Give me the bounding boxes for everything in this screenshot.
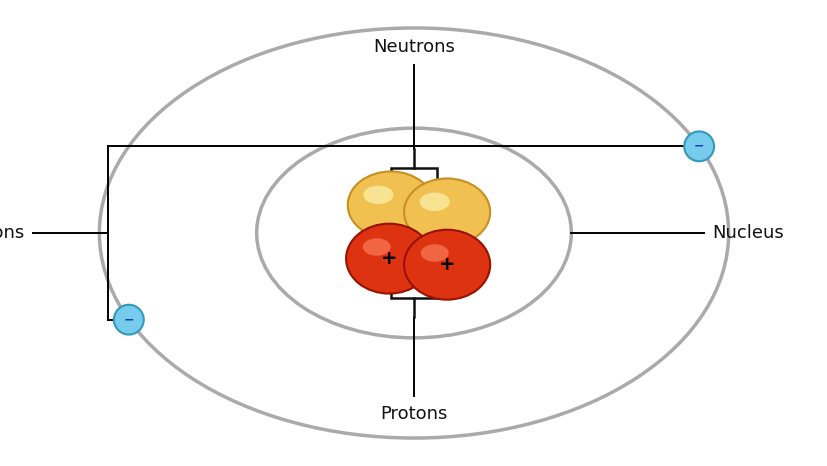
- Ellipse shape: [346, 224, 432, 294]
- Ellipse shape: [419, 192, 449, 211]
- Ellipse shape: [362, 238, 390, 256]
- Ellipse shape: [347, 171, 433, 239]
- Text: Electrons: Electrons: [0, 224, 25, 242]
- Text: −: −: [693, 140, 704, 153]
- Ellipse shape: [404, 230, 490, 300]
- Ellipse shape: [420, 244, 448, 262]
- Bar: [391, 168, 437, 298]
- Text: +: +: [438, 255, 455, 274]
- Text: Protons: Protons: [380, 405, 447, 424]
- Ellipse shape: [363, 185, 393, 204]
- Ellipse shape: [404, 178, 490, 246]
- Circle shape: [114, 305, 144, 335]
- Text: Neutrons: Neutrons: [373, 38, 454, 56]
- Text: Nucleus: Nucleus: [711, 224, 783, 242]
- Text: +: +: [380, 249, 397, 268]
- Circle shape: [683, 131, 713, 161]
- Text: −: −: [123, 313, 134, 326]
